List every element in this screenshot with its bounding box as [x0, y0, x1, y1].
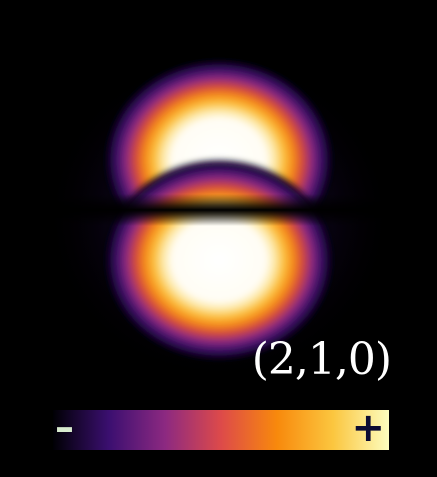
colorbar-gradient [53, 410, 389, 450]
colorbar-plus-label: + [351, 405, 385, 451]
lower-lobe [103, 158, 335, 362]
orbital-density-plot [38, 42, 400, 392]
nodal-plane [38, 194, 400, 226]
colorbar: – + [53, 405, 389, 451]
colorbar-minus-label: – [55, 405, 74, 449]
quantum-state-label: (2,1,0) [251, 334, 392, 385]
